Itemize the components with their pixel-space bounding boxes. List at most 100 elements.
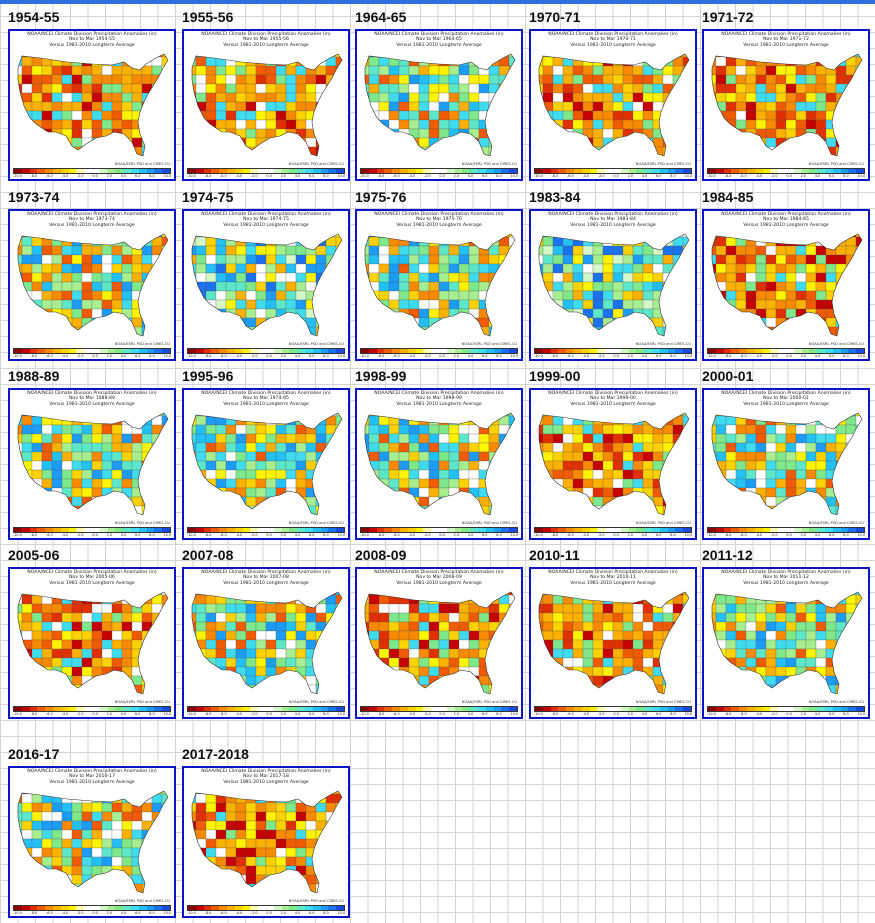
season-label: 1983-84: [529, 189, 581, 205]
colorbar-swatch: [778, 349, 786, 353]
map-period: Nov to Mar 2016-17: [69, 774, 115, 780]
colorbar-tick-label: -8.0: [724, 712, 732, 716]
season-label: 1954-55: [8, 9, 60, 25]
colorbar-tick-label: 10.0: [510, 533, 518, 537]
colorbar-swatch: [612, 528, 621, 532]
colorbar-swatch: [146, 707, 155, 711]
colorbar-swatch: [535, 349, 543, 353]
colorbar-swatch: [840, 707, 849, 711]
season-label: 1995-96: [182, 368, 234, 384]
colorbar-swatch: [162, 906, 170, 910]
us-precipitation-map: [711, 591, 863, 695]
colorbar-swatch: [493, 169, 502, 173]
colorbar-swatch: [234, 707, 243, 711]
colorbar-swatch: [146, 906, 155, 910]
colorbar-tick-label: -4.0: [755, 712, 763, 716]
colorbar-swatch: [817, 707, 825, 711]
colorbar-swatch: [162, 349, 170, 353]
colorbar-swatch: [21, 528, 30, 532]
map-title: NOAA/NCEI Climate Division Precipitation…: [548, 570, 678, 575]
colorbar-tick-label: -10.0: [534, 354, 543, 358]
colorbar-swatch: [542, 349, 551, 353]
colorbar-swatch: [407, 707, 416, 711]
colorbar-swatch: [399, 169, 408, 173]
colorbar-tick-label: -6.0: [393, 712, 400, 716]
map-baseline: Versus 1981-2010 Longterm Average: [743, 580, 829, 586]
colorbar-tick-label: -2.0: [597, 533, 605, 537]
colorbar-ticks: -10.0 -8.0 -6.0 -4.0 -2.0 0.0 2.0 4.0 6.0 8.0 10.0: [360, 712, 518, 716]
colorbar-tick-label: -6.0: [567, 712, 574, 716]
colorbar-tick-label: -2.0: [597, 712, 605, 716]
colorbar-swatch: [115, 528, 124, 532]
anomaly-map-panel: NOAA/NCEI Climate Division Precipitation…: [182, 388, 350, 540]
colorbar-swatch: [407, 349, 416, 353]
colorbar-swatch: [226, 349, 235, 353]
anomaly-map-panel: NOAA/NCEI Climate Division Precipitation…: [355, 209, 523, 361]
colorbar-tick-label: 4.0: [120, 911, 127, 915]
colorbar-tick-label: -6.0: [393, 533, 400, 537]
colorbar-tick-label: 0.0: [439, 354, 445, 358]
colorbar-swatch: [683, 528, 691, 532]
colorbar-swatch: [566, 169, 574, 173]
map-credit: NOAA/ESRL PSD and CIRES-CU: [461, 162, 517, 166]
colorbar-swatch: [258, 349, 266, 353]
colorbar-tick-label: 8.0: [496, 533, 502, 537]
season-label: 2011-12: [702, 547, 753, 563]
colorbar-tick-label: 2.0: [800, 712, 806, 716]
colorbar-tick-label: 8.0: [323, 712, 329, 716]
colorbar-swatch: [770, 169, 779, 173]
colorbar-tick-label: -4.0: [235, 712, 243, 716]
colorbar-swatch: [130, 906, 139, 910]
colorbar-swatch: [470, 169, 478, 173]
colorbar-tick-label: -4.0: [61, 533, 69, 537]
season-label: 2005-06: [8, 547, 60, 563]
colorbar-tick-label: 0.0: [92, 354, 98, 358]
anomaly-map-panel: NOAA/NCEI Climate Division Precipitation…: [529, 209, 697, 361]
colorbar-tick-label: -4.0: [235, 533, 243, 537]
colorbar-swatch: [485, 349, 494, 353]
colorbar-swatch: [659, 349, 668, 353]
colorbar-tick-label: 2.0: [280, 174, 286, 178]
us-precipitation-map: [191, 591, 343, 695]
colorbar-tick-label: 2.0: [280, 533, 286, 537]
colorbar-swatch: [581, 528, 590, 532]
us-precipitation-map: [364, 53, 516, 157]
colorbar-tick-label: 4.0: [641, 533, 648, 537]
colorbar-swatch: [597, 528, 606, 532]
colorbar-swatch: [581, 707, 590, 711]
colorbar-ticks: -10.0 -8.0 -6.0 -4.0 -2.0 0.0 2.0 4.0 6.0 8.0 10.0: [534, 533, 692, 537]
colorbar-tick-label: 8.0: [149, 533, 155, 537]
map-title: NOAA/NCEI Climate Division Precipitation…: [721, 391, 851, 396]
colorbar-swatch: [368, 349, 377, 353]
colorbar-swatch: [99, 528, 108, 532]
colorbar-tick-label: -10.0: [534, 174, 543, 178]
colorbar-swatch: [644, 169, 652, 173]
season-label: 1974-75: [182, 189, 234, 205]
map-period: Nov to Mar 1971-72: [763, 37, 809, 43]
colorbar-swatch: [226, 528, 235, 532]
colorbar-swatch: [597, 349, 606, 353]
colorbar-tick-label: 4.0: [467, 712, 474, 716]
colorbar-tick-label: -10.0: [360, 174, 369, 178]
map-title: NOAA/NCEI Climate Division Precipitation…: [201, 570, 331, 575]
colorbar-swatch: [188, 528, 196, 532]
colorbar-swatch: [138, 707, 147, 711]
colorbar-tick-label: -4.0: [582, 533, 590, 537]
colorbar-swatch: [250, 169, 259, 173]
colorbar-tick-label: -8.0: [551, 174, 559, 178]
colorbar-tick-label: 0.0: [786, 354, 792, 358]
season-label: 2007-08: [182, 547, 234, 563]
map-period: Nov to Mar 1955-56: [243, 37, 289, 43]
colorbar-swatch: [785, 528, 794, 532]
anomaly-map-panel: NOAA/NCEI Climate Division Precipitation…: [355, 567, 523, 719]
colorbar-ticks: -10.0 -8.0 -6.0 -4.0 -2.0 0.0 2.0 4.0 6.0 8.0 10.0: [707, 354, 865, 358]
colorbar-swatch: [162, 528, 170, 532]
colorbar-swatch: [188, 906, 196, 910]
map-period: Nov to Mar 2005-06: [69, 575, 115, 581]
colorbar-swatch: [60, 169, 69, 173]
colorbar-swatch: [566, 528, 574, 532]
colorbar-swatch: [605, 528, 613, 532]
colorbar-tick-label: -2.0: [250, 911, 258, 915]
colorbar-swatch: [188, 169, 196, 173]
colorbar-swatch: [708, 528, 716, 532]
